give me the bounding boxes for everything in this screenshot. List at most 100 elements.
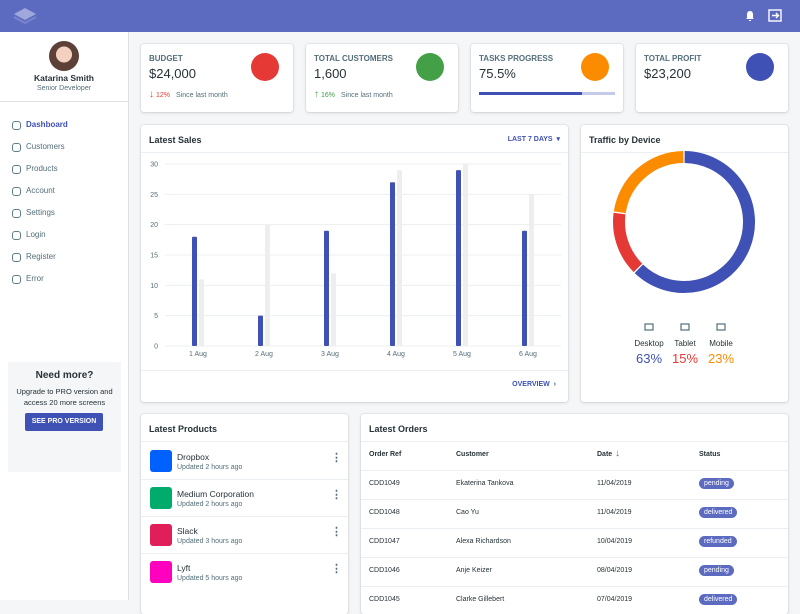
nav-item[interactable]: Products <box>26 164 58 173</box>
panel-title: Latest Sales <box>149 135 202 145</box>
product-logo <box>150 450 172 472</box>
y-tick-label: 30 <box>150 162 158 169</box>
y-tick-label: 0 <box>154 344 158 351</box>
nav-icon <box>12 165 21 174</box>
notifications-icon[interactable] <box>744 10 756 22</box>
change-arrow: ↑ <box>314 89 319 100</box>
device-label: Mobile <box>709 339 733 348</box>
bar <box>258 315 263 346</box>
change-value: 12% <box>156 92 171 99</box>
order-cell: Cao Yu <box>456 509 479 516</box>
change-arrow: ↓ <box>149 89 154 100</box>
card-value: 1,600 <box>314 66 347 81</box>
order-cell: 11/04/2019 <box>597 480 632 487</box>
x-tick-label: 2 Aug <box>255 351 273 358</box>
x-tick-label: 6 Aug <box>519 351 537 358</box>
order-cell: Ekaterina Tankova <box>456 480 514 487</box>
device-value: 63% <box>636 351 662 366</box>
y-tick-label: 25 <box>150 192 158 199</box>
user-name: Katarina Smith <box>34 73 94 83</box>
product-name: Lyft <box>177 563 191 573</box>
signout-icon[interactable] <box>768 9 782 22</box>
nav-item[interactable]: Error <box>26 274 44 283</box>
divider <box>141 370 568 371</box>
nav-icon <box>12 187 21 196</box>
nav-item[interactable]: Account <box>26 186 55 195</box>
divider <box>361 441 788 442</box>
nav-icon <box>12 209 21 218</box>
nav-item[interactable]: Settings <box>26 208 55 217</box>
order-cell: Anje Keizer <box>456 567 492 574</box>
card-title: BUDGET <box>149 54 183 63</box>
card-title: TOTAL PROFIT <box>644 54 702 63</box>
sort-icon[interactable]: ↓ <box>615 448 620 459</box>
top-bar <box>0 0 800 32</box>
product-updated: Updated 5 hours ago <box>177 575 243 582</box>
product-updated: Updated 2 hours ago <box>177 464 243 471</box>
more-button[interactable]: ⋮ <box>331 563 342 575</box>
nav-item[interactable]: Customers <box>26 142 65 151</box>
stat-card: TOTAL CUSTOMERS 1,600 ↑ 16% Since last month <box>306 44 458 112</box>
more-button[interactable]: ⋮ <box>331 452 342 464</box>
user-role: Senior Developer <box>36 85 92 92</box>
panel-title: Latest Products <box>149 424 218 434</box>
nav-icon <box>12 275 21 284</box>
device-icon <box>644 323 654 331</box>
y-tick-label: 20 <box>150 222 158 229</box>
order-cell: 10/04/2019 <box>597 538 633 545</box>
card-title: TOTAL CUSTOMERS <box>314 54 393 63</box>
more-button[interactable]: ⋮ <box>331 526 342 538</box>
device-icon <box>680 323 690 331</box>
order-cell: CDD1046 <box>369 567 400 574</box>
card-title: TASKS PROGRESS <box>479 54 554 63</box>
panel-title: Latest Orders <box>369 424 428 434</box>
nav-item[interactable]: Login <box>26 230 46 239</box>
progress-fill <box>479 92 582 95</box>
card-icon <box>251 53 279 81</box>
logo[interactable] <box>12 6 38 26</box>
sales-panel: Latest Sales LAST 7 DAYS ▾ 0 5 10 15 20 25 30 1… <box>141 125 568 402</box>
range-label[interactable]: LAST 7 DAYS <box>507 136 553 143</box>
donut-segment <box>613 212 643 273</box>
product-logo <box>150 561 172 583</box>
device-value: 15% <box>672 351 698 366</box>
divider <box>361 557 788 558</box>
range-select[interactable]: LAST 7 DAYS ▾ <box>507 136 560 143</box>
nav-icon <box>12 253 21 262</box>
column-header: Date <box>597 451 613 458</box>
divider <box>141 516 348 517</box>
bar <box>456 170 461 346</box>
product-name: Medium Corporation <box>177 489 255 499</box>
sales-chart: 0 5 10 15 20 25 30 1 Aug 2 Aug 3 Aug 4 Aug 5 Aug 6 A… <box>150 162 561 358</box>
link-label[interactable]: OVERVIEW <box>512 381 550 388</box>
device-icon <box>716 323 726 331</box>
promo-title: Need more? <box>35 370 94 381</box>
divider <box>141 553 348 554</box>
nav-item[interactable]: Register <box>26 252 56 261</box>
more-button[interactable]: ⋮ <box>331 489 342 501</box>
y-tick-label: 15 <box>150 253 158 260</box>
order-cell: CDD1049 <box>369 480 400 487</box>
order-cell: CDD1048 <box>369 509 400 516</box>
x-tick-label: 3 Aug <box>321 351 339 358</box>
divider <box>0 101 128 102</box>
change-note: Since last month <box>176 92 228 99</box>
card-icon <box>416 53 444 81</box>
x-tick-label: 1 Aug <box>189 351 207 358</box>
nav-icon <box>12 231 21 240</box>
product-logo <box>150 524 172 546</box>
divider <box>361 470 788 471</box>
status-badge: delivered <box>699 507 738 518</box>
status-badge: refunded <box>699 536 737 547</box>
order-cell: CDD1047 <box>369 538 400 545</box>
product-name: Slack <box>177 526 198 536</box>
nav-item[interactable]: Dashboard <box>26 120 68 129</box>
card-value: $23,200 <box>644 66 691 81</box>
donut-segment <box>634 151 755 293</box>
overview-link[interactable]: OVERVIEW › <box>512 381 556 388</box>
bar <box>463 164 468 346</box>
product-updated: Updated 2 hours ago <box>177 501 243 508</box>
y-tick-label: 10 <box>150 283 158 290</box>
promo-button[interactable]: SEE PRO VERSION <box>25 413 103 431</box>
